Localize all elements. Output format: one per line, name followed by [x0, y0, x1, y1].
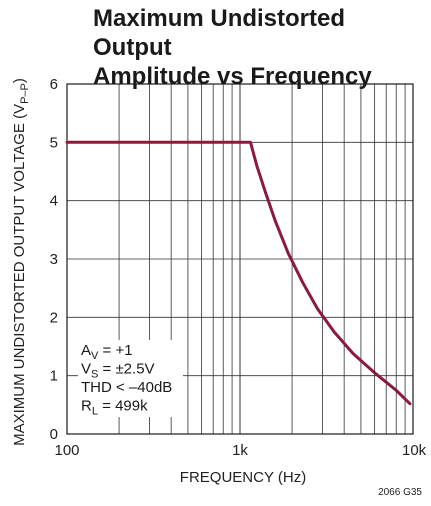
- y-tick-label: 2: [50, 309, 58, 326]
- x-tick-label: 10k: [402, 442, 427, 459]
- annotation-line: RL = 499k: [81, 398, 148, 418]
- annotation-main: A: [81, 342, 91, 359]
- annotation-subscript: S: [91, 369, 98, 381]
- annotation-subscript: L: [92, 406, 98, 418]
- annotation-rest: = ±2.5V: [98, 361, 154, 378]
- annotation-line: VS = ±2.5V: [81, 361, 155, 381]
- annotation-line: AV = +1: [81, 342, 133, 362]
- y-tick-label: 0: [50, 426, 58, 443]
- x-tick-label: 1k: [232, 442, 248, 459]
- chart-title: Maximum Undistorted Output Amplitude vs …: [93, 4, 423, 91]
- series-line: [65, 140, 412, 406]
- chart-title-line-1: Maximum Undistorted Output: [93, 5, 346, 61]
- x-tick-label: 100: [54, 442, 79, 459]
- figure-id: 2066 G35: [378, 487, 422, 498]
- y-tick-labels: 0 1 2 3 4 5 6: [50, 76, 58, 443]
- annotation-main: THD < –40dB: [81, 379, 172, 396]
- annotation-line: THD < –40dB: [81, 379, 172, 396]
- y-tick-label: 3: [50, 251, 58, 268]
- y-tick-label: 1: [50, 368, 58, 385]
- y-axis-label-sub: P–P: [19, 83, 31, 104]
- annotation-background: [78, 340, 183, 417]
- y-axis-label: MAXIMUM UNDISTORTED OUTPUT VOLTAGE (VP–P…: [11, 78, 31, 446]
- x-tick-labels: 100 1k 10k: [54, 442, 426, 459]
- grid: [66, 83, 413, 435]
- annotation-rest: = +1: [98, 342, 132, 359]
- plot-frame: [66, 83, 414, 435]
- annotation-rest: = 499k: [98, 398, 148, 415]
- y-axis-label-end: ): [11, 78, 28, 83]
- annotation-main: R: [81, 398, 92, 415]
- x-axis-label: FREQUENCY (Hz): [180, 469, 306, 486]
- y-axis-label-main: MAXIMUM UNDISTORTED OUTPUT VOLTAGE (V: [11, 104, 28, 446]
- y-tick-label: 4: [50, 193, 58, 210]
- y-tick-label: 6: [50, 76, 58, 93]
- annotation-subscript: V: [91, 350, 99, 362]
- annotation-main: V: [81, 361, 91, 378]
- y-tick-label: 5: [50, 134, 58, 151]
